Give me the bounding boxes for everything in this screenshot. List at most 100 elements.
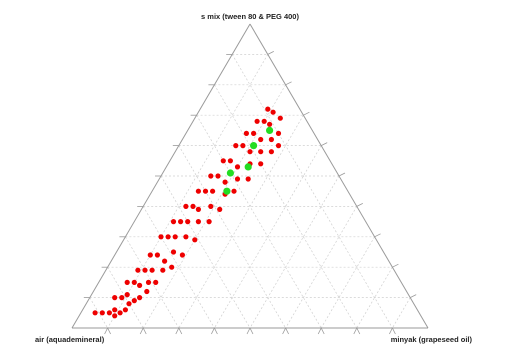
red-data-point: [106, 310, 112, 316]
axis-ticks: [83, 51, 417, 335]
red-data-point: [233, 143, 239, 149]
red-data-point: [112, 295, 118, 301]
tick-bottom: [214, 327, 218, 335]
green-data-point: [223, 187, 231, 195]
tick-bottom: [320, 327, 325, 335]
grid-line-oil: [178, 115, 304, 329]
tick-bottom: [389, 327, 393, 335]
grid-line-oil: [107, 54, 269, 329]
red-data-point: [195, 206, 201, 212]
red-data-point: [195, 188, 201, 194]
red-data-point: [126, 301, 132, 307]
left-vertex-label: air (aquademineral): [35, 335, 105, 344]
tick-bottom: [246, 327, 251, 335]
tick-bottom: [356, 327, 361, 335]
red-data-point: [170, 249, 177, 255]
tick-bottom: [282, 327, 286, 335]
tick-right: [303, 111, 310, 116]
red-data-point: [137, 282, 143, 288]
red-data-point: [265, 106, 271, 112]
red-data-point: [258, 161, 264, 167]
tick-right: [356, 203, 363, 207]
red-data-point: [149, 267, 155, 273]
red-data-point: [178, 219, 184, 225]
red-data-point: [192, 237, 198, 243]
tick-bottom: [104, 327, 108, 335]
red-data-point: [117, 310, 123, 316]
red-data-point: [227, 158, 233, 164]
red-data-point: [275, 130, 282, 136]
grid-line-air: [125, 236, 180, 329]
red-data-point: [240, 143, 246, 149]
right-vertex-label: minyak (grapeseed oil): [391, 335, 473, 344]
red-data-point: [124, 279, 130, 285]
red-data-point: [215, 173, 221, 179]
red-data-point: [183, 234, 189, 240]
tick-right: [374, 233, 381, 238]
grid-line-oil: [142, 84, 286, 329]
red-data-point: [254, 118, 260, 124]
red-data-point: [135, 267, 141, 273]
tick-bottom: [353, 327, 358, 335]
red-data-point: [208, 203, 214, 209]
tick-right: [267, 51, 274, 55]
tick-right: [392, 263, 399, 268]
red-data-point: [247, 149, 253, 155]
red-data-point: [243, 130, 249, 136]
red-data-point: [222, 179, 228, 185]
red-data-point: [179, 252, 185, 258]
red-data-point: [270, 109, 276, 115]
red-data-point: [258, 149, 264, 155]
red-data-point: [277, 115, 283, 121]
red-data-point: [142, 267, 148, 273]
red-data-point: [183, 203, 189, 209]
red-data-point: [195, 219, 201, 225]
grid-line-air: [89, 297, 108, 329]
red-data-point: [202, 188, 209, 194]
red-data-point: [261, 118, 267, 124]
green-data-point: [266, 126, 274, 134]
tick-bottom: [107, 327, 111, 335]
red-data-point: [144, 288, 150, 295]
red-data-point: [137, 295, 143, 301]
red-data-point: [99, 310, 105, 316]
green-data-point: [244, 163, 252, 171]
red-data-point: [245, 176, 251, 182]
red-data-point: [153, 279, 159, 285]
red-data-point: [147, 252, 153, 258]
grid-line-air: [231, 54, 393, 329]
grid-line-air: [196, 115, 322, 329]
grid-line-oil: [392, 297, 411, 329]
red-data-point: [124, 292, 130, 298]
red-data-point: [267, 121, 273, 127]
tick-bottom: [139, 327, 144, 335]
grid-line-air: [160, 175, 251, 329]
red-data-point: [122, 307, 128, 313]
red-data-point: [268, 136, 274, 143]
grid-line-air: [142, 206, 215, 329]
tick-right: [321, 142, 328, 146]
red-data-point: [165, 234, 171, 240]
red-data-point: [210, 188, 216, 194]
red-data-point: [206, 219, 212, 225]
tick-bottom: [175, 327, 180, 335]
red-data-point: [234, 176, 241, 182]
red-data-point: [251, 130, 257, 136]
red-data-point: [154, 252, 160, 258]
green-data-point: [226, 169, 234, 177]
tick-bottom: [249, 327, 254, 335]
tick-right: [285, 81, 292, 86]
red-data-point: [170, 219, 177, 225]
tick-bottom: [285, 327, 289, 335]
red-data-point: [92, 310, 98, 316]
red-data-point: [158, 234, 164, 240]
tick-right: [410, 294, 417, 298]
top-vertex-label: s mix (tween 80 & PEG 400): [201, 12, 299, 21]
red-data-point: [145, 279, 152, 285]
red-data-point: [160, 267, 166, 273]
green-data-point: [250, 142, 258, 150]
red-data-point: [190, 203, 196, 209]
grid-line-oil: [320, 236, 375, 329]
red-data-point: [217, 206, 223, 212]
red-data-point: [162, 258, 168, 264]
